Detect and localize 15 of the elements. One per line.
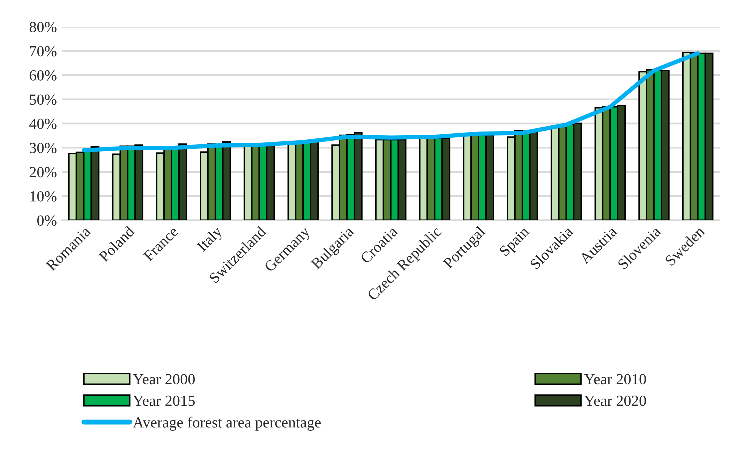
legend-label: Year 2020: [584, 396, 646, 406]
y-tick-label: 20%: [30, 167, 57, 178]
y-tick-label: 30%: [30, 143, 57, 154]
y-tick-label: 80%: [30, 22, 57, 32]
y-tick-label: 50%: [30, 94, 57, 106]
legend-label: Year 2000: [133, 374, 196, 385]
y-tick-label: 10%: [30, 191, 57, 202]
y-tick-label: 40%: [30, 118, 57, 130]
y-tick-label: 70%: [30, 46, 57, 57]
y-tick-label: 0%: [37, 216, 57, 226]
line-series: [82, 52, 700, 153]
legend-label: Average forest area percentage: [133, 416, 321, 431]
y-tick-label: 60%: [30, 70, 57, 81]
legend-label: Year 2010: [584, 374, 646, 385]
legend-label: Year 2015: [133, 396, 195, 406]
